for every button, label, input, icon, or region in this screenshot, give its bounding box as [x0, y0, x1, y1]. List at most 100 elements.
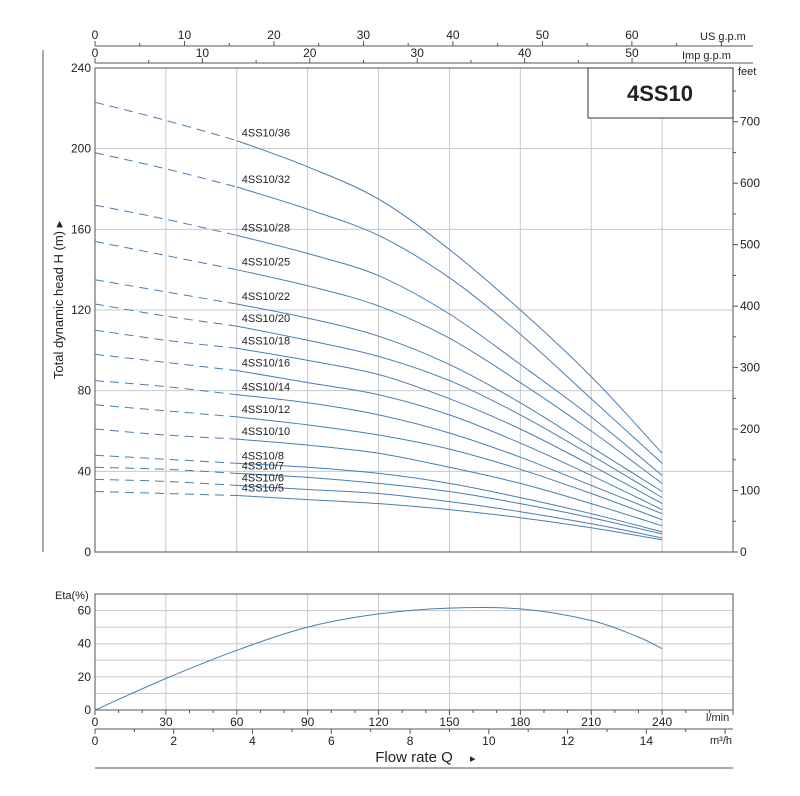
- imp-gpm-tick-label: 40: [518, 46, 532, 60]
- series-label: 4SS10/16: [242, 358, 290, 370]
- feet-tick-label: 600: [740, 176, 760, 190]
- lmin-axis-label: l/min: [706, 712, 729, 724]
- us-gpm-tick-label: 50: [536, 28, 550, 42]
- head-curve-dashed: [94, 240, 237, 271]
- head-curve: [236, 325, 663, 499]
- lmin-tick-label: 30: [159, 715, 173, 729]
- series-label: 4SS10/20: [242, 313, 290, 325]
- feet-tick-label: 500: [740, 238, 760, 252]
- m3h-axis-label: m³/h: [710, 735, 732, 747]
- series-label: 4SS10/7: [242, 460, 284, 472]
- head-curve-dashed: [94, 478, 237, 486]
- feet-tick-label: 300: [740, 361, 760, 375]
- head-curve-dashed: [94, 466, 237, 474]
- head-curve: [236, 347, 663, 505]
- head-curve-dashed: [94, 454, 237, 464]
- static-labels: 4SS10 US g.p.m Imp g.p.m feet Total dyna…: [51, 31, 756, 766]
- head-curve: [236, 234, 663, 476]
- head-y-tick-label: 200: [71, 142, 91, 156]
- series-label: 4SS10/32: [242, 174, 290, 186]
- imp-gpm-axis-label: Imp g.p.m: [682, 50, 731, 62]
- head-y-tick-label: 40: [78, 464, 92, 478]
- head-curve: [236, 438, 663, 527]
- series-label: 4SS10/18: [242, 335, 290, 347]
- eta-plot-frame: [94, 593, 734, 711]
- efficiency-curve: [94, 606, 663, 711]
- head-curve-dashed: [94, 404, 237, 418]
- head-curve: [236, 484, 663, 539]
- lmin-tick-label: 90: [301, 715, 315, 729]
- lmin-tick-label: 240: [652, 715, 672, 729]
- head-curve-dashed: [94, 329, 237, 349]
- head-y-tick-label: 160: [71, 222, 91, 236]
- eta-y-tick-label: 20: [78, 670, 92, 684]
- title-box: [587, 67, 734, 119]
- head-curve-dashed: [94, 380, 237, 396]
- head-curve-dashed: [94, 491, 237, 496]
- efficiency-curve-line: [94, 606, 663, 711]
- head-curves: 4SS10/36 4SS10/32 4SS10/28 4SS10/25 4SS10/22…: [94, 101, 663, 541]
- series-label: 4SS10/12: [242, 404, 290, 416]
- us-gpm-tick-label: 30: [357, 28, 371, 42]
- us-gpm-tick-label: 20: [267, 28, 281, 42]
- head-curve: [236, 186, 663, 464]
- series-label: 4SS10/6: [242, 472, 284, 484]
- us-gpm-tick-label: 60: [625, 28, 639, 42]
- chart-title: 4SS10: [627, 81, 693, 106]
- eta-y-tick-label: 0: [84, 703, 91, 717]
- head-curve: [236, 269, 663, 484]
- lmin-tick-label: 60: [230, 715, 244, 729]
- m3h-tick-label: 4: [249, 734, 256, 748]
- flow-rate-arrow-icon: ▸: [470, 753, 476, 765]
- m3h-tick-label: 14: [640, 734, 654, 748]
- m3h-tick-label: 10: [482, 734, 496, 748]
- m3h-tick-label: 12: [561, 734, 575, 748]
- head-plot-frame: [94, 67, 734, 553]
- lmin-tick-label: 210: [581, 715, 601, 729]
- head-curve: [236, 416, 663, 521]
- series-label: 4SS10/28: [242, 222, 290, 234]
- head-y-tick-label: 120: [71, 303, 91, 317]
- head-y-tick-label: 80: [78, 384, 92, 398]
- eta-y-tick-label: 60: [78, 604, 92, 618]
- series-label: 4SS10/25: [242, 257, 290, 269]
- lmin-tick-label: 180: [510, 715, 530, 729]
- lmin-tick-label: 0: [92, 715, 99, 729]
- lmin-tick-label: 120: [369, 715, 389, 729]
- head-curve: [236, 495, 663, 541]
- head-curve: [236, 370, 663, 511]
- head-curve: [236, 303, 663, 492]
- head-curve-dashed: [94, 152, 237, 188]
- eta-axis-label: Eta(%): [55, 590, 89, 602]
- head-curve: [236, 140, 663, 454]
- feet-tick-label: 0: [740, 545, 747, 559]
- us-gpm-tick-label: 10: [178, 28, 192, 42]
- us-gpm-tick-label: 40: [446, 28, 460, 42]
- imp-gpm-tick-label: 20: [303, 46, 317, 60]
- feet-tick-label: 700: [740, 115, 760, 129]
- series-label: 4SS10/14: [242, 382, 290, 394]
- flow-rate-label: Flow rate Q: [375, 749, 453, 766]
- us-gpm-axis-label: US g.p.m: [700, 31, 746, 43]
- m3h-tick-label: 2: [170, 734, 177, 748]
- m3h-tick-label: 8: [407, 734, 414, 748]
- series-label: 4SS10/22: [242, 291, 290, 303]
- feet-tick-label: 200: [740, 422, 760, 436]
- series-label: 4SS10/10: [242, 426, 290, 438]
- series-label: 4SS10/36: [242, 128, 290, 140]
- lmin-tick-label: 150: [439, 715, 459, 729]
- head-curve-dashed: [94, 303, 237, 327]
- m3h-tick-label: 6: [328, 734, 335, 748]
- imp-gpm-tick-label: 50: [625, 46, 639, 60]
- head-curve: [236, 472, 663, 535]
- series-label: 4SS10/5: [242, 483, 284, 495]
- eta-y-tick-label: 40: [78, 637, 92, 651]
- feet-tick-label: 400: [740, 299, 760, 313]
- imp-gpm-tick-label: 30: [411, 46, 425, 60]
- head-curve-dashed: [94, 353, 237, 371]
- head-axis-label: Total dynamic head H (m) ▸: [51, 220, 66, 379]
- head-y-tick-label: 240: [71, 61, 91, 75]
